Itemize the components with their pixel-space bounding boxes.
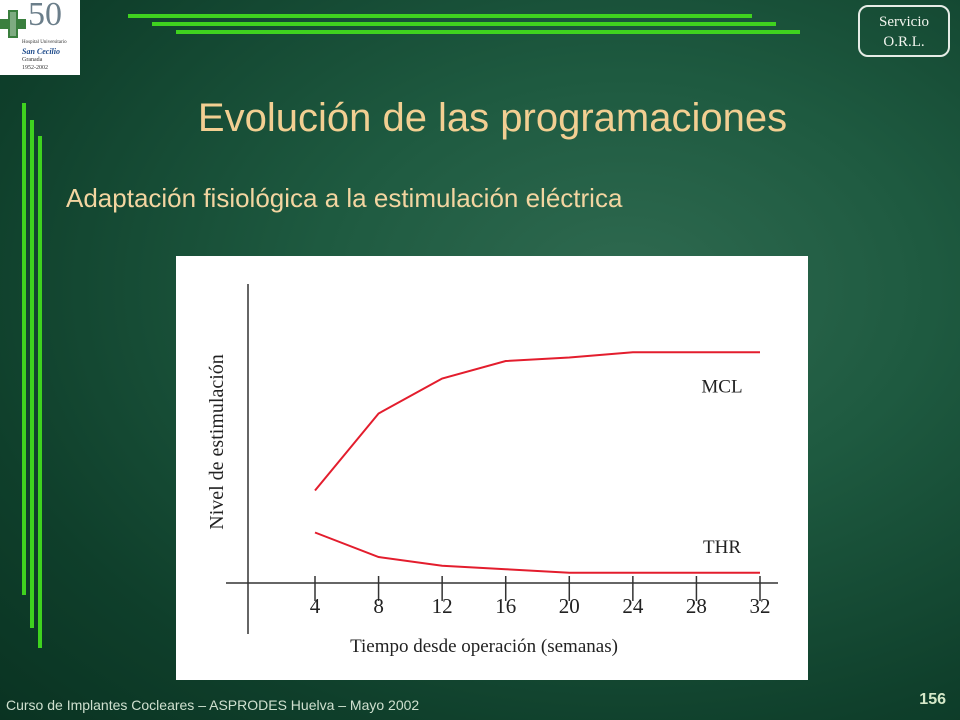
x-tick-label-28: 28: [686, 594, 707, 618]
x-tick-label-32: 32: [750, 594, 771, 618]
x-tick-label-24: 24: [622, 594, 644, 618]
page-number: 156: [919, 691, 946, 708]
slide-subtitle: Adaptación fisiológica a la estimulación…: [66, 183, 623, 213]
logo-hospital-line: Hospital Universitario: [22, 40, 67, 45]
x-tick-label-8: 8: [373, 594, 384, 618]
top-stripe-2: [152, 22, 776, 26]
series-label-mcl: MCL: [701, 376, 742, 397]
x-tick-label-20: 20: [559, 594, 580, 618]
logo-years: 1952-2002: [22, 65, 48, 71]
chart-panel: 4 8 12 16 20 24 28 32 MCL THR Nivel de estimulac…: [176, 256, 808, 680]
logo-city: Granada: [22, 57, 43, 63]
top-stripe-1: [128, 14, 752, 18]
x-axis-label: Tiempo desde operación (semanas): [350, 636, 618, 657]
left-stripe-2: [30, 120, 34, 628]
series-line-thr: [314, 531, 760, 574]
service-badge-line1: Servicio: [879, 14, 929, 30]
footer-text: Curso de Implantes Cocleares – ASPRODES …: [6, 697, 420, 713]
y-axis-label: Nivel de estimulación: [206, 354, 228, 530]
service-badge-line2: O.R.L.: [883, 34, 925, 50]
stimulation-chart: 4 8 12 16 20 24 28 32 MCL THR Nivel de estimulac…: [206, 284, 778, 657]
x-tick-label-4: 4: [310, 594, 321, 618]
x-tick-label-16: 16: [495, 594, 516, 618]
series-line-mcl: [314, 351, 760, 492]
logo-anniversary-number: 50: [28, 0, 62, 33]
hospital-cross-icon: [0, 10, 26, 38]
service-badge: Servicio O.R.L.: [858, 5, 950, 57]
left-stripe-3: [38, 136, 42, 648]
left-stripe-1: [22, 103, 26, 595]
logo-hospital-name: San Cecilio: [22, 47, 61, 56]
top-stripe-3: [176, 30, 800, 34]
series-label-thr: THR: [703, 537, 741, 558]
slide-title: Evolución de las programaciones: [197, 96, 788, 140]
hospital-logo: 50 Hospital Universitario San Cecilio Gr…: [0, 0, 80, 75]
x-tick-label-12: 12: [432, 594, 453, 618]
